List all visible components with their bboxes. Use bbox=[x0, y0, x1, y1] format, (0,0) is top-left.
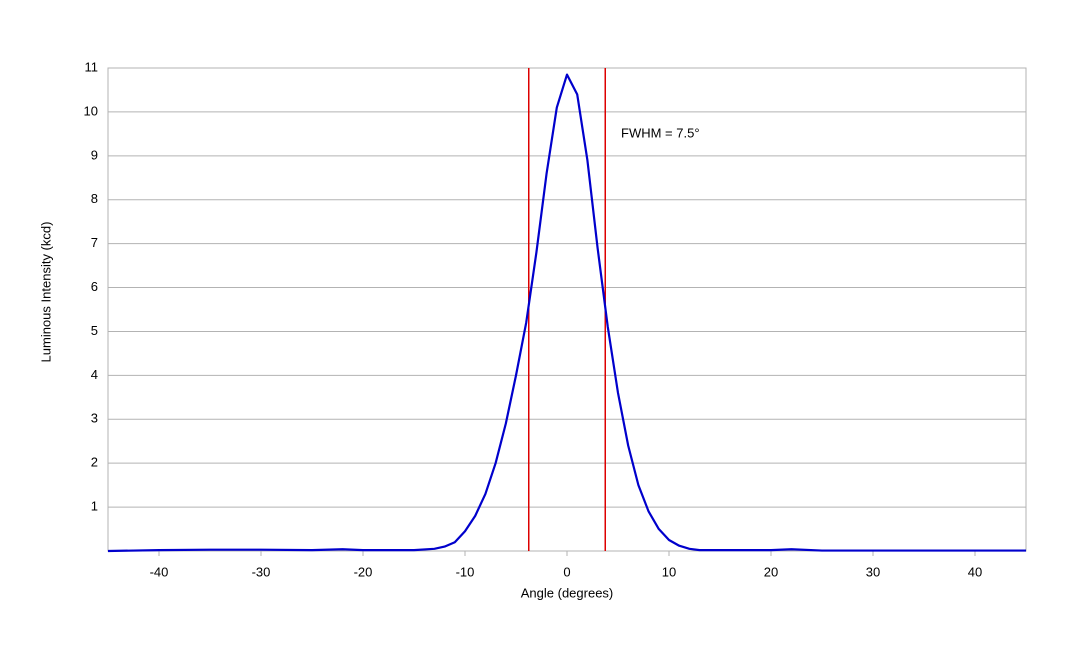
x-tick-label: -30 bbox=[252, 564, 271, 579]
y-tick-label: 9 bbox=[91, 147, 98, 162]
y-tick-label: 4 bbox=[91, 367, 98, 382]
y-tick-label: 3 bbox=[91, 411, 98, 426]
y-tick-label: 6 bbox=[91, 279, 98, 294]
plot-border bbox=[107, 67, 1027, 552]
y-tick-label: 5 bbox=[91, 323, 98, 338]
y-tick-label: 11 bbox=[85, 59, 99, 74]
y-tick-label: 1 bbox=[91, 499, 98, 514]
y-tick-label: 2 bbox=[91, 455, 98, 470]
y-tick-label: 10 bbox=[84, 103, 98, 118]
x-tick-label: -40 bbox=[150, 564, 169, 579]
x-tick-label: 0 bbox=[563, 564, 570, 579]
y-tick-label: 8 bbox=[91, 191, 98, 206]
annotation: FWHM = 7.5° bbox=[621, 125, 700, 140]
y-axis-label: Luminous Intensity (kcd) bbox=[38, 222, 53, 363]
x-tick-label: -20 bbox=[354, 564, 373, 579]
x-tick-label: 10 bbox=[662, 564, 676, 579]
x-tick-label: -10 bbox=[456, 564, 475, 579]
x-tick-label: 30 bbox=[866, 564, 880, 579]
data-line bbox=[107, 73, 1026, 553]
x-axis-label: Angle (degrees) bbox=[521, 585, 614, 600]
x-tick-label: 40 bbox=[968, 564, 982, 579]
y-tick-label: 7 bbox=[91, 235, 98, 250]
x-tick-label: 20 bbox=[764, 564, 778, 579]
